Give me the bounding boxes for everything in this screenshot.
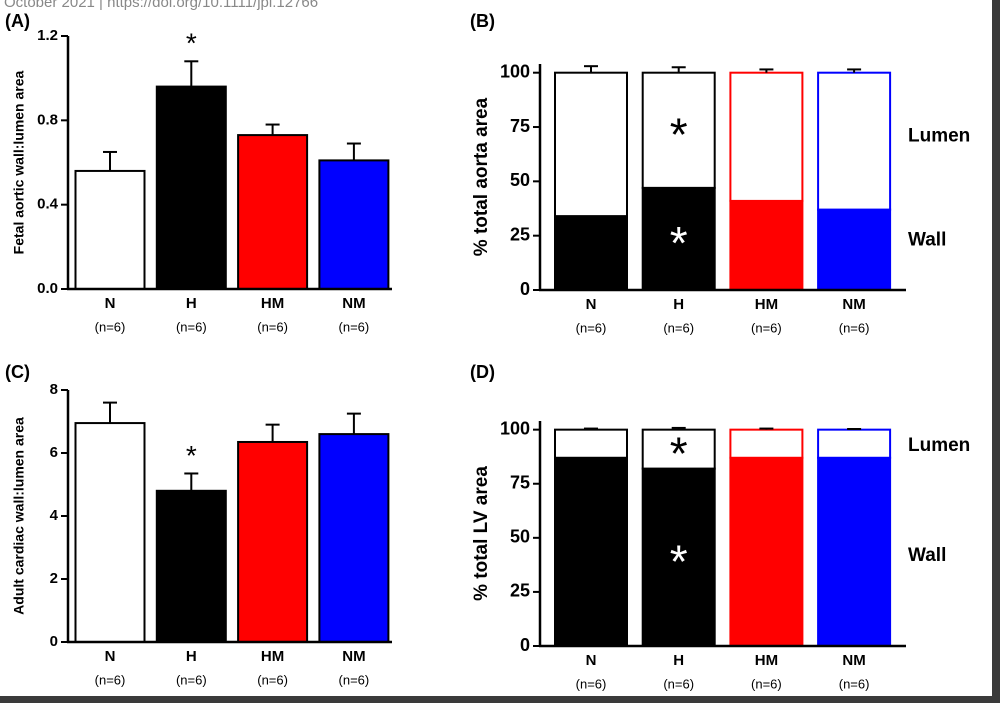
y-tick-label: 100 [500, 61, 530, 81]
x-tick-label: NM [342, 648, 365, 665]
y-tick-label: 2 [50, 570, 58, 587]
bar [237, 440, 309, 643]
annotation: * [670, 217, 688, 269]
category-note: (n=6) [663, 676, 694, 691]
x-tick-label: HM [755, 652, 778, 669]
bar-segment [729, 456, 804, 647]
y-tick-label: 6 [50, 444, 58, 461]
y-tick-label: 50 [510, 527, 530, 547]
x-tick-label: N [105, 295, 116, 312]
bar [155, 85, 227, 290]
category-note: (n=6) [576, 676, 607, 691]
bar [155, 489, 227, 643]
x-tick-label: N [586, 652, 597, 669]
panel-label: (A) [5, 11, 30, 31]
x-tick-label: H [673, 296, 684, 313]
y-tick-label: 25 [510, 224, 530, 244]
x-tick-label: H [673, 652, 684, 669]
category-note: (n=6) [95, 319, 126, 334]
legend-label: Lumen [908, 435, 970, 456]
bar-segment [817, 71, 892, 211]
bar [74, 422, 146, 644]
category-note: (n=6) [176, 672, 207, 687]
y-tick-label: 50 [510, 170, 530, 190]
y-tick-label: 8 [50, 381, 58, 398]
y-axis-label: % total LV area [471, 466, 492, 601]
bar-segment [554, 428, 628, 459]
category-note: (n=6) [751, 320, 782, 335]
y-axis-label: Fetal aortic wall:lumen area [11, 70, 27, 254]
y-tick-label: 1.2 [37, 27, 58, 44]
annotation: * [670, 108, 688, 160]
y-tick-label: 0.8 [37, 111, 58, 128]
y-tick-label: 75 [510, 472, 530, 492]
x-tick-label: HM [755, 296, 778, 313]
bar-segment [554, 71, 628, 218]
annotation: * [670, 427, 688, 479]
bar-segment [554, 215, 628, 291]
x-tick-label: H [186, 295, 197, 312]
y-tick-label: 4 [50, 507, 59, 524]
y-tick-label: 0.0 [37, 280, 58, 297]
category-note: (n=6) [663, 320, 694, 335]
y-axis-label: Adult cardiac wall:lumen area [11, 417, 27, 615]
category-note: (n=6) [95, 672, 126, 687]
panel-label: (C) [5, 362, 30, 382]
bar [318, 433, 390, 643]
category-note: (n=6) [176, 319, 207, 334]
annotation: * [186, 440, 197, 471]
x-tick-label: HM [261, 295, 284, 312]
category-note: (n=6) [257, 319, 288, 334]
annotation: * [186, 28, 197, 59]
bar-segment [641, 467, 716, 647]
x-tick-label: NM [842, 296, 865, 313]
y-axis-label: % total aorta area [471, 97, 492, 256]
category-note: (n=6) [839, 320, 870, 335]
bar-segment [817, 456, 892, 647]
x-tick-label: NM [842, 652, 865, 669]
category-note: (n=6) [339, 319, 370, 334]
category-note: (n=6) [339, 672, 370, 687]
legend-label: Wall [908, 229, 946, 250]
x-tick-label: H [186, 648, 197, 665]
bar-segment [641, 71, 716, 189]
bar [74, 169, 146, 290]
y-tick-label: 25 [510, 581, 530, 601]
header-text: October 2021 | https://doi.org/10.1111/j… [4, 0, 318, 11]
bar-segment [817, 428, 892, 459]
legend-label: Wall [908, 545, 946, 566]
x-tick-label: HM [261, 648, 284, 665]
bar-segment [641, 186, 716, 291]
x-tick-label: NM [342, 295, 365, 312]
y-tick-label: 0.4 [37, 196, 59, 213]
bar [237, 134, 309, 290]
category-note: (n=6) [751, 676, 782, 691]
y-tick-label: 75 [510, 116, 530, 136]
panel-label: (B) [470, 11, 495, 31]
bar-segment [729, 428, 804, 459]
bar-segment [729, 71, 804, 202]
y-tick-label: 100 [500, 418, 530, 438]
y-tick-label: 0 [520, 279, 530, 299]
bar-segment [817, 208, 892, 292]
bar [318, 159, 390, 290]
x-tick-label: N [105, 648, 116, 665]
bar-segment [729, 199, 804, 291]
annotation: * [670, 535, 688, 587]
x-tick-label: N [586, 296, 597, 313]
bar-segment [641, 428, 716, 470]
panel-label: (D) [470, 362, 495, 382]
y-tick-label: 0 [50, 633, 58, 650]
category-note: (n=6) [839, 676, 870, 691]
legend-label: Lumen [908, 125, 970, 146]
category-note: (n=6) [576, 320, 607, 335]
y-tick-label: 0 [520, 635, 530, 655]
bar-segment [554, 456, 628, 647]
category-note: (n=6) [257, 672, 288, 687]
